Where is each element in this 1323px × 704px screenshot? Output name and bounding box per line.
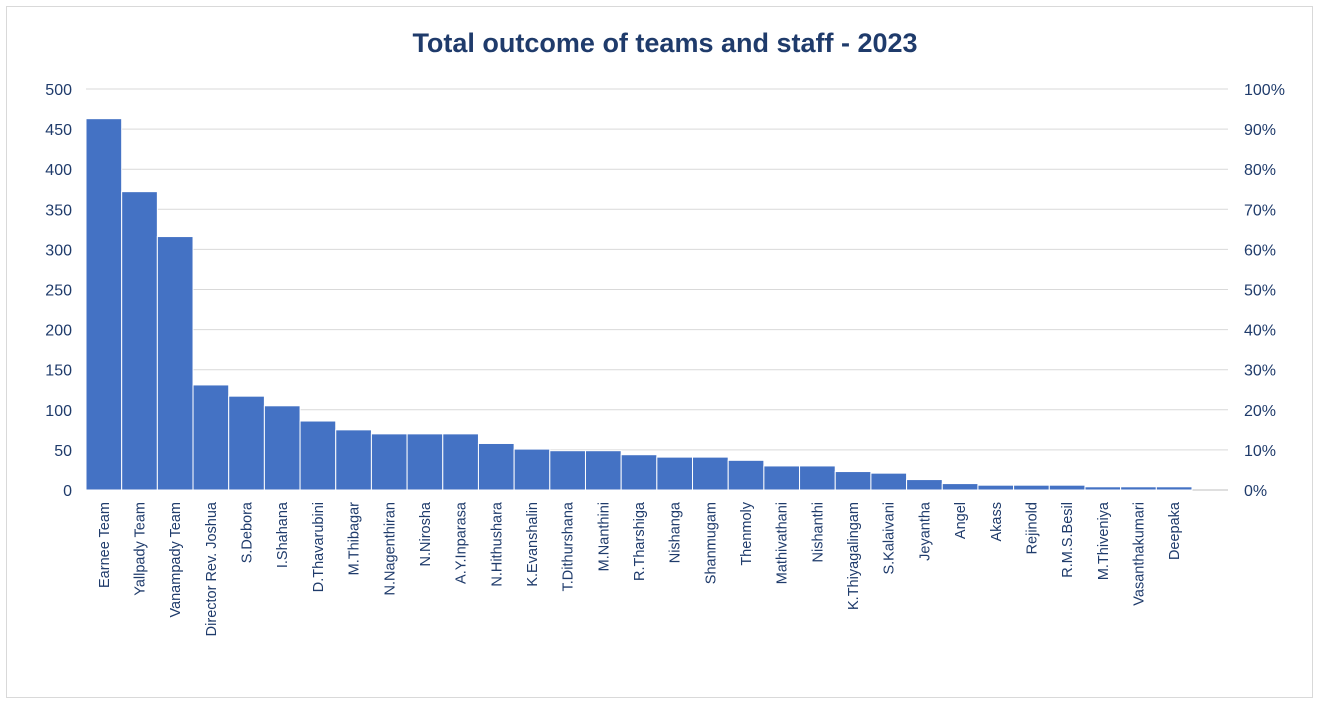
y-tick-label: 150 [45, 363, 72, 380]
x-tick-label: Director Rev. Joshua [204, 501, 220, 636]
x-tick-label: I.Shahana [275, 501, 291, 568]
x-tick-label: D.Thavarubini [311, 502, 327, 592]
bar [121, 191, 158, 491]
bar [263, 405, 301, 491]
y-tick-label: 400 [45, 162, 72, 179]
chart-title: Total outcome of teams and staff - 2023 [412, 28, 917, 58]
y-axis-right: 0% 10% 20% 30% 40% 50% 60% 70% 80% 90% 100% [1244, 82, 1285, 500]
bar [1155, 486, 1193, 491]
bar [442, 433, 479, 491]
y2-tick-label: 70% [1244, 202, 1276, 219]
y2-tick-label: 100% [1244, 82, 1285, 99]
bar [299, 420, 337, 491]
y-tick-label: 50 [54, 443, 72, 460]
x-tick-label: Akass [989, 502, 1005, 542]
bar [692, 456, 729, 491]
x-tick-label: T.Dithurshana [561, 501, 577, 591]
y2-tick-label: 80% [1244, 162, 1276, 179]
x-tick-label: M.Thibagar [347, 502, 363, 576]
y2-tick-label: 50% [1244, 283, 1276, 300]
y2-tick-label: 40% [1244, 323, 1276, 340]
bar [228, 395, 265, 491]
bar [85, 118, 123, 491]
x-tick-label: A.Y.Inparasa [454, 501, 470, 584]
x-tick-label: K.Thiyagalingam [846, 502, 862, 610]
y2-tick-label: 90% [1244, 122, 1276, 139]
x-tick-label: Earnee Team [97, 502, 113, 588]
bar [1120, 486, 1157, 491]
x-tick-label: Deepaka [1167, 501, 1183, 560]
x-tick-label: Angel [953, 502, 969, 539]
bar [656, 456, 694, 491]
x-tick-label: K.Evanshalin [525, 502, 541, 587]
bar [941, 483, 979, 491]
bar [335, 429, 372, 491]
bar [477, 442, 515, 491]
bar [584, 450, 622, 491]
x-tick-label: N.Hithushara [489, 501, 505, 587]
bar [549, 450, 586, 491]
y-tick-label: 450 [45, 122, 72, 139]
y-tick-label: 0 [63, 483, 72, 500]
x-tick-label: Jeyantha [917, 501, 933, 561]
y-tick-label: 200 [45, 323, 72, 340]
y-axis-left: 0 50 100 150 200 250 300 350 400 450 500 [45, 82, 72, 500]
bar [977, 484, 1015, 491]
y-tick-label: 500 [45, 82, 72, 99]
bar [406, 433, 444, 491]
x-tick-label: Thenmoly [739, 501, 755, 565]
y-tick-label: 250 [45, 283, 72, 300]
bar [1013, 484, 1050, 491]
x-tick-label: Shanmugam [703, 502, 719, 584]
bar [906, 479, 943, 491]
x-tick-label: S.Kalaivani [882, 502, 898, 575]
bar [513, 448, 551, 491]
x-tick-label: Yallpady Team [133, 502, 149, 596]
y2-tick-label: 10% [1244, 443, 1276, 460]
bar [370, 433, 408, 491]
bar [870, 472, 908, 491]
x-tick-label: N.Nirosha [418, 501, 434, 566]
bar [192, 384, 230, 491]
bar [620, 454, 658, 491]
x-tick-label: Rejinold [1024, 502, 1040, 554]
bars [85, 118, 1193, 491]
bar [834, 471, 872, 491]
x-tick-label: M.Thiveniya [1096, 501, 1112, 580]
x-tick-label: M.Nanthini [596, 502, 612, 571]
bar [727, 459, 765, 491]
x-tick-label: Nishanthi [810, 502, 826, 562]
x-axis-labels: Earnee Team Yallpady Team Vanampady Team Di… [97, 501, 1183, 636]
y-tick-label: 300 [45, 242, 72, 259]
bar [1048, 484, 1086, 491]
x-tick-label: Vanampady Team [168, 502, 184, 618]
y2-tick-label: 60% [1244, 242, 1276, 259]
bar [763, 465, 801, 491]
x-tick-label: N.Nagenthiran [382, 502, 398, 596]
y2-tick-label: 0% [1244, 483, 1267, 500]
y2-tick-label: 30% [1244, 363, 1276, 380]
x-tick-label: Vasanthakumari [1131, 502, 1147, 606]
x-tick-label: Nishanga [668, 501, 684, 563]
x-tick-label: S.Debora [240, 501, 256, 563]
bar [156, 236, 194, 491]
y-tick-label: 100 [45, 403, 72, 420]
x-tick-label: Mathivathani [775, 502, 791, 584]
y-tick-label: 350 [45, 202, 72, 219]
chart-frame [6, 6, 1313, 698]
bar [799, 465, 836, 491]
bar [1084, 486, 1122, 491]
x-tick-label: R.Tharshiga [632, 501, 648, 581]
y2-tick-label: 20% [1244, 403, 1276, 420]
x-tick-label: R.M.S.Besil [1060, 502, 1076, 578]
